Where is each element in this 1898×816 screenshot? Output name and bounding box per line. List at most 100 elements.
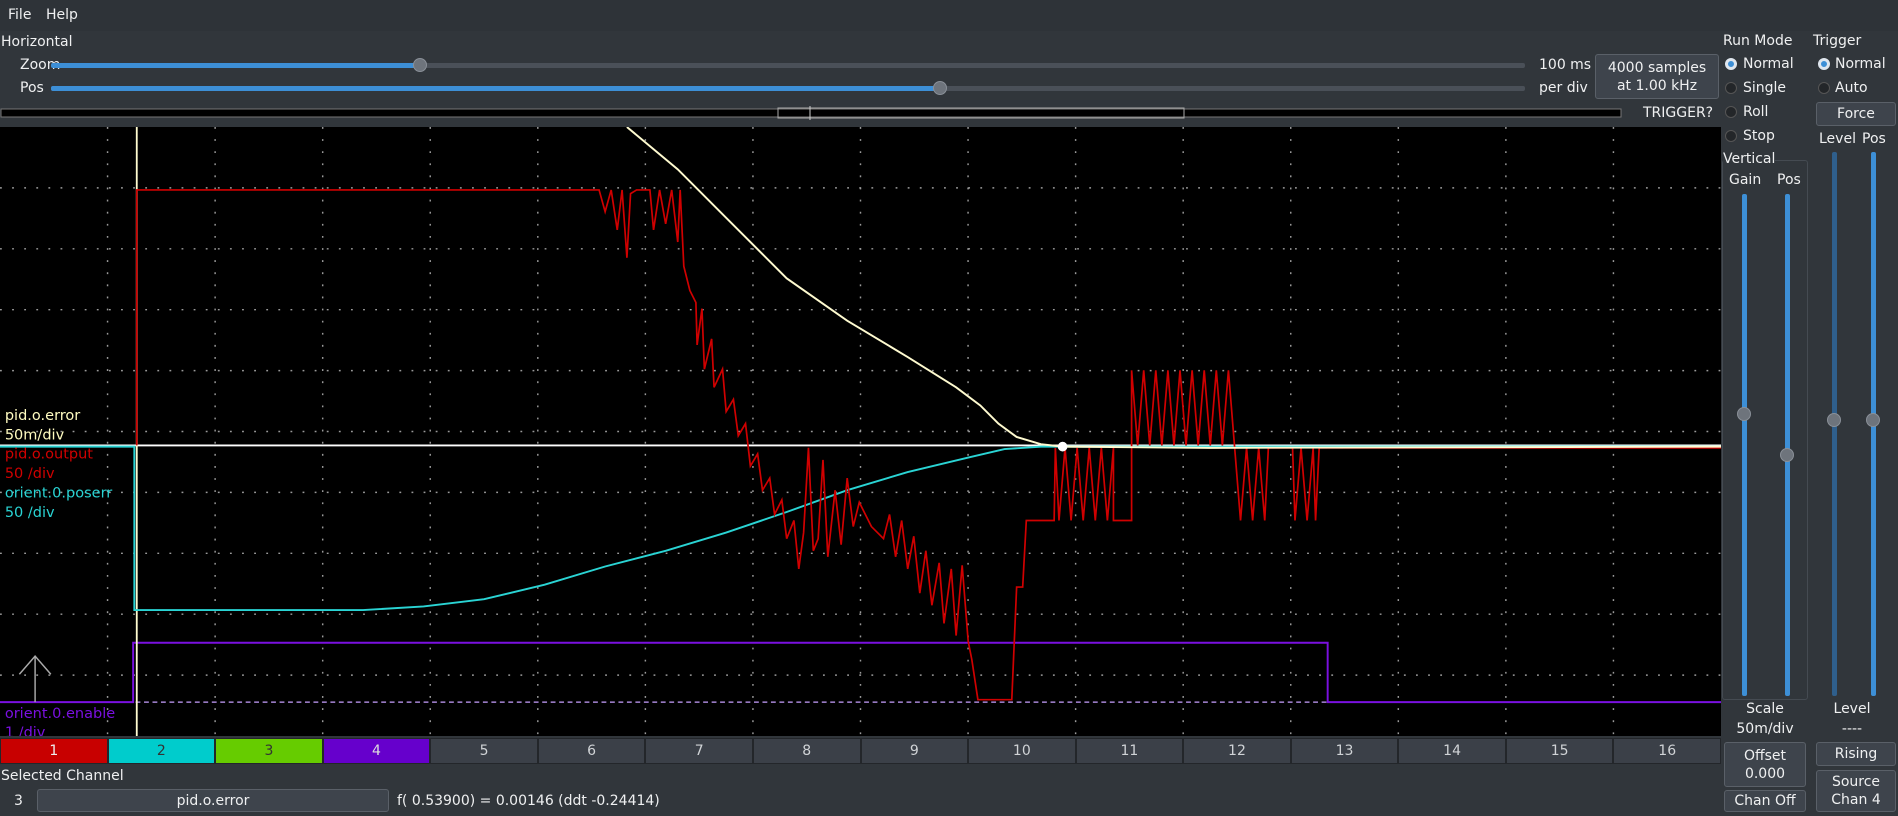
run-mode-option[interactable]: Stop xyxy=(1743,128,1775,144)
channel-scale: 50 /div xyxy=(5,466,55,482)
channel-button[interactable]: 13 xyxy=(1290,738,1399,764)
gain-handle[interactable] xyxy=(1737,407,1751,421)
pos-handle[interactable] xyxy=(933,81,947,95)
channel-name: pid.o.output xyxy=(5,447,93,463)
record-bar xyxy=(0,108,1622,118)
channel-scale: 1 /div xyxy=(5,725,46,736)
zoom-label: Zoom xyxy=(20,57,61,73)
channel-scale: 50 /div xyxy=(5,505,55,521)
channel-button[interactable]: 7 xyxy=(645,738,753,764)
trigger-pos-handle[interactable] xyxy=(1866,413,1880,427)
zoom-slider[interactable] xyxy=(51,63,1525,68)
channel-scale: 50m/div xyxy=(5,427,65,443)
menu-help[interactable]: Help xyxy=(46,7,78,23)
channel-name: pid.o.error xyxy=(5,408,80,424)
trigger-pos-label: Pos xyxy=(1862,131,1886,147)
channel-button[interactable]: 1 xyxy=(0,738,108,764)
channel-button[interactable]: 16 xyxy=(1613,738,1721,764)
menu-bar xyxy=(0,0,1898,31)
chan-off-text: Chan Off xyxy=(1734,793,1796,809)
radio[interactable] xyxy=(1725,106,1737,118)
selected-number: 3 xyxy=(14,793,23,809)
zero-arrow xyxy=(18,654,52,703)
trace-output xyxy=(135,189,1721,701)
trigger-level-title: Level xyxy=(1833,701,1871,717)
channel-buttons: 1 2 3 4 5 6 7 8 9 10 11 12 13 14 15 16 xyxy=(0,738,1721,764)
pos-fill xyxy=(51,86,940,91)
channel-button[interactable]: 15 xyxy=(1505,738,1614,764)
trigger-level-value: ---- xyxy=(1841,721,1863,737)
samples: 4000 samples xyxy=(1607,59,1707,76)
chan-off-button[interactable]: Chan Off xyxy=(1724,790,1806,812)
source-button[interactable]: Source Chan 4 xyxy=(1816,770,1896,812)
offset-button[interactable]: Offset 0.000 xyxy=(1724,742,1806,787)
vpos-label: Pos xyxy=(1777,172,1801,188)
channel-button[interactable]: 5 xyxy=(430,738,538,764)
channel-name: orient.0.poserr xyxy=(5,485,112,501)
radio[interactable] xyxy=(1818,82,1830,94)
run-mode-option[interactable]: Normal xyxy=(1743,56,1794,72)
channel-button[interactable]: 2 xyxy=(107,738,216,764)
rate: at 1.00 kHz xyxy=(1616,77,1698,94)
trigger-bar xyxy=(0,106,1622,120)
offset-label: Offset xyxy=(1743,747,1787,764)
channel-button[interactable]: 14 xyxy=(1398,738,1506,764)
selected-title: Selected Channel xyxy=(1,768,124,784)
trace-poserr xyxy=(0,445,1721,612)
force-text: Force xyxy=(1837,106,1875,122)
vertical-title: Vertical xyxy=(1723,150,1776,168)
timebase: 100 ms xyxy=(1539,57,1592,73)
run-mode-option[interactable]: Single xyxy=(1743,80,1787,96)
source-label: Source xyxy=(1831,774,1881,790)
radio[interactable] xyxy=(1818,58,1830,70)
gain-label: Gain xyxy=(1729,172,1762,188)
trigger-level-handle[interactable] xyxy=(1827,413,1841,427)
channel-button[interactable]: 8 xyxy=(752,738,861,764)
channel-button[interactable]: 12 xyxy=(1183,738,1291,764)
readout: f( 0.53900) = 0.00146 (ddt -0.24414) xyxy=(397,793,660,809)
offset-value: 0.000 xyxy=(1744,765,1786,782)
zoom-fill xyxy=(51,63,420,68)
run-mode-title: Run Mode xyxy=(1723,33,1793,49)
selected-name[interactable]: pid.o.error xyxy=(37,789,389,812)
gain-slider[interactable] xyxy=(1742,194,1747,696)
zoom-handle[interactable] xyxy=(413,58,427,72)
edge-button[interactable]: Rising xyxy=(1816,742,1896,766)
trigger-option[interactable]: Auto xyxy=(1835,80,1868,96)
horizontal-title: Horizontal xyxy=(1,34,73,50)
vertical-frame xyxy=(1722,160,1808,700)
radio[interactable] xyxy=(1725,58,1737,70)
pos-label: Pos xyxy=(20,80,44,96)
trigger-option[interactable]: Normal xyxy=(1835,56,1886,72)
channel-button[interactable]: 3 xyxy=(215,738,323,764)
channel-button[interactable]: 10 xyxy=(968,738,1076,764)
scale-value: 50m/div xyxy=(1736,721,1794,737)
per-div: per div xyxy=(1539,80,1588,96)
view-window xyxy=(777,107,1185,119)
trigger-status: TRIGGER? xyxy=(1643,105,1714,121)
grid xyxy=(0,127,1721,736)
trigger-title: Trigger xyxy=(1813,33,1862,49)
trigger-level-label: Level xyxy=(1819,131,1856,147)
scale-label: Scale xyxy=(1746,701,1784,717)
force-button[interactable]: Force xyxy=(1816,102,1896,126)
radio[interactable] xyxy=(1725,82,1737,94)
trace-enable xyxy=(0,641,1721,704)
samples-button[interactable]: 4000 samples at 1.00 kHz xyxy=(1595,54,1719,99)
menu-file[interactable]: File xyxy=(8,7,32,23)
cursor-dot xyxy=(1057,441,1068,452)
vpos-slider[interactable] xyxy=(1785,194,1790,696)
radio[interactable] xyxy=(1725,130,1737,142)
channel-name: orient.0.enable xyxy=(5,706,115,722)
channel-button[interactable]: 4 xyxy=(322,738,431,764)
vpos-handle[interactable] xyxy=(1780,448,1794,462)
scope-display: pid.o.error 50m/div pid.o.output 50 /div… xyxy=(0,127,1721,736)
source-value: Chan 4 xyxy=(1831,792,1881,808)
run-mode-option[interactable]: Roll xyxy=(1743,104,1769,120)
channel-button[interactable]: 11 xyxy=(1075,738,1184,764)
channel-button[interactable]: 6 xyxy=(537,738,646,764)
channel-button[interactable]: 9 xyxy=(860,738,969,764)
edge-text: Rising xyxy=(1834,746,1878,762)
